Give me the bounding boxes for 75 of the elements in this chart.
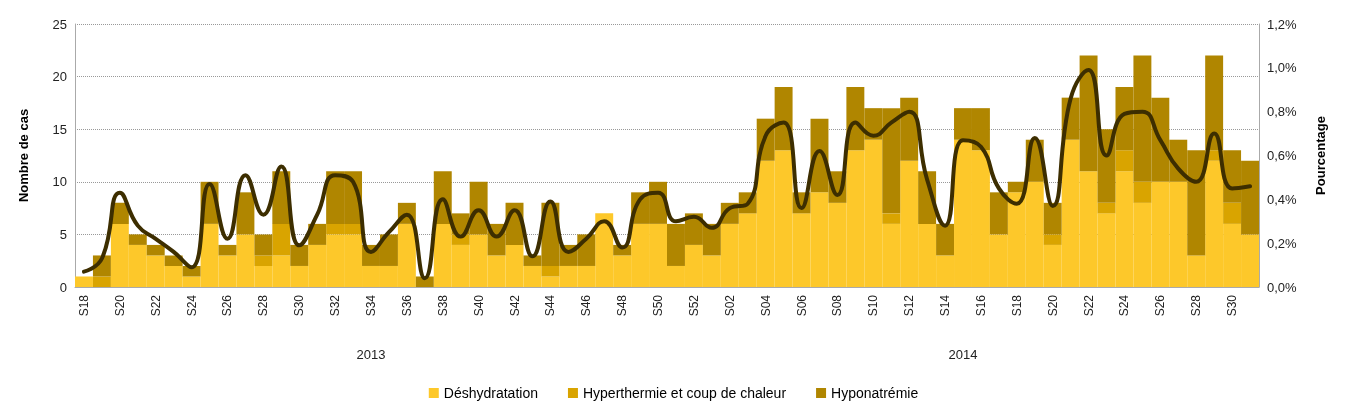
x-tick-label: S40 (471, 294, 486, 317)
bar (1115, 150, 1134, 172)
x-tick-label: S20 (1045, 294, 1060, 317)
bar (272, 223, 291, 256)
x-tick-label: S30 (292, 294, 307, 317)
x-tick-label: S28 (256, 294, 271, 317)
x-tick-label: S22 (148, 294, 163, 317)
bar (236, 192, 255, 235)
x-tick-label: S52 (686, 294, 701, 317)
x-tick-label: S06 (794, 294, 809, 317)
bar (1205, 55, 1224, 151)
x-tick-label: S18 (76, 294, 91, 317)
x-tick-label: S28 (1189, 294, 1204, 317)
x-tick-label: S48 (615, 294, 630, 317)
x-tick-label: S36 (399, 294, 414, 317)
x-tick-label: S24 (184, 294, 199, 317)
bar (882, 213, 901, 224)
x-tick-label: S10 (866, 294, 881, 317)
x-tick-label: S50 (651, 294, 666, 317)
y-tick-label: 20 (52, 69, 67, 85)
bar (92, 276, 111, 287)
bar (254, 255, 273, 266)
y2-tick-label: 0,4% (1267, 191, 1298, 207)
x-tick-label: S02 (722, 294, 737, 317)
y-tick-label: 10 (52, 174, 67, 190)
y2-tick-label: 0,2% (1267, 235, 1298, 251)
x-tick-label: S38 (435, 294, 450, 317)
x-tick-label: S24 (1117, 294, 1132, 317)
legend-label: Déshydratation (443, 385, 538, 401)
x-tick-label: S42 (507, 294, 522, 317)
bar (989, 192, 1008, 235)
bar (254, 234, 273, 256)
text: 2013 (356, 347, 386, 362)
x-tick-label: S26 (220, 294, 235, 317)
bar (146, 244, 165, 256)
bar (128, 234, 147, 245)
x-tick-label: S34 (364, 294, 378, 317)
y2-tick-label: 0,8% (1267, 104, 1298, 120)
bar (541, 265, 560, 277)
y-axis-title: Nombre de cas (16, 108, 31, 203)
bar (1097, 202, 1116, 214)
text: 2014 (948, 347, 978, 362)
y2-tick-label: 1,0% (1267, 60, 1298, 76)
x-tick-label: S22 (1081, 294, 1096, 317)
legend-label: Hyperthermie et coup de chaleur (582, 385, 787, 401)
y-tick-label: 5 (59, 226, 67, 242)
legend-label: Hyponatrémie (831, 385, 919, 401)
x-tick-label: S18 (1009, 294, 1024, 317)
bar (218, 244, 237, 256)
bar (290, 244, 309, 266)
y2-tick-label: 0,6% (1267, 148, 1298, 163)
y2-tick-label: 0,0% (1267, 279, 1298, 295)
x-tick-label: S32 (328, 294, 343, 317)
bar (1223, 202, 1242, 224)
bar (1043, 202, 1062, 235)
x-tick-label: S46 (579, 294, 594, 317)
x-tick-label: S12 (902, 294, 917, 317)
x-tick-label: S14 (938, 294, 953, 317)
bar (1133, 181, 1152, 203)
y-tick-label: 25 (52, 16, 67, 32)
line-series (81, 68, 1253, 281)
x-tick-label: S08 (830, 294, 845, 317)
y-tick-label: 15 (52, 121, 67, 137)
bar (936, 223, 955, 256)
x-tick-label: S30 (1225, 294, 1240, 317)
y2-axis-title: Pourcentage (1313, 116, 1328, 195)
x-tick-label: S04 (758, 294, 773, 317)
bar (1043, 234, 1062, 245)
y-tick-label: 0 (59, 279, 67, 295)
x-tick-label: S16 (973, 294, 988, 317)
x-tick-label: S26 (1153, 294, 1168, 317)
y2-tick-label: 1,2% (1267, 16, 1298, 32)
x-tick-label: S44 (543, 294, 558, 317)
bar (75, 276, 93, 287)
x-tick-label: S20 (112, 294, 127, 317)
